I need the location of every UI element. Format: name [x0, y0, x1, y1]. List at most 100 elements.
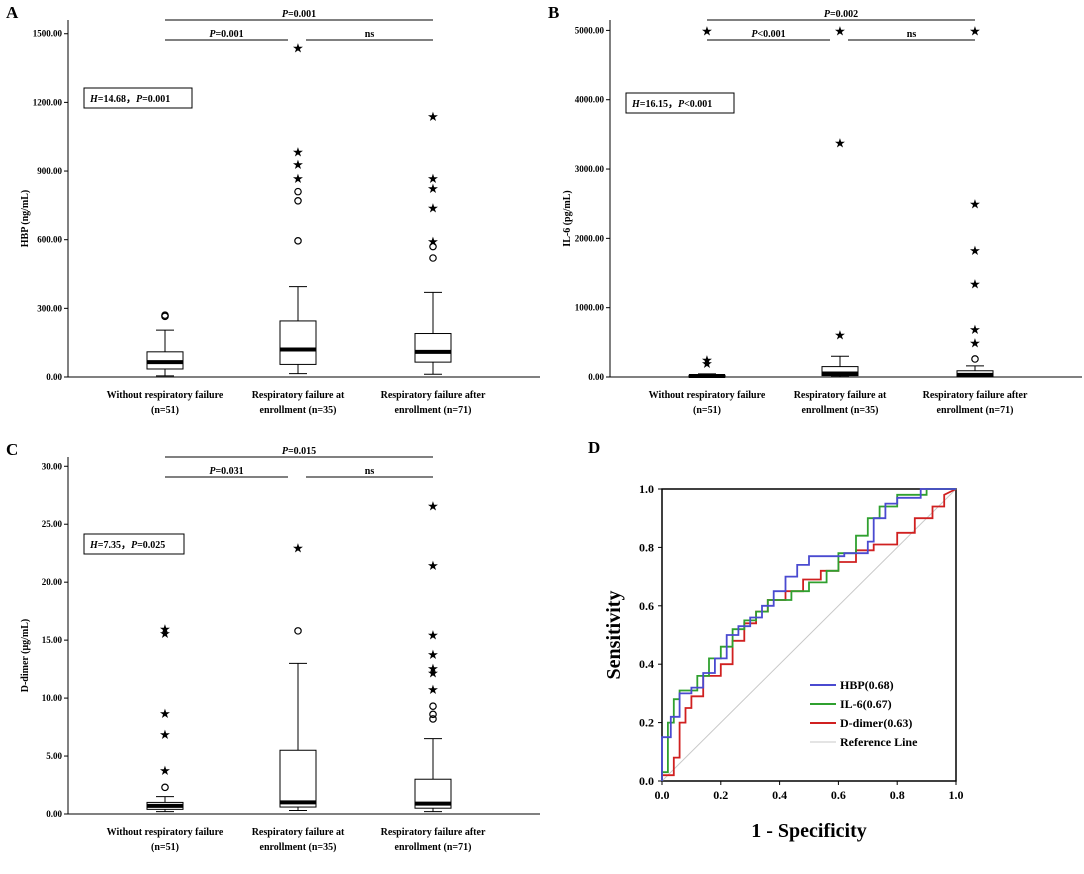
outlier-star: ★ [427, 499, 439, 514]
outlier-star: ★ [427, 201, 439, 216]
x-tick-label: 0.4 [772, 788, 787, 802]
outlier-star: ★ [701, 23, 713, 38]
y-tick-label: 0.8 [639, 540, 654, 554]
box-iqr [279, 320, 317, 365]
outlier-star: ★ [427, 666, 439, 681]
significance-p-symbol: P [824, 9, 831, 20]
y-tick-label: 0.0 [639, 774, 654, 788]
y-tick-label: 10.00 [42, 693, 63, 703]
outlier-star: ★ [427, 627, 439, 642]
x-tick-label: 0.0 [655, 788, 670, 802]
roc-series-line-hbp [661, 488, 956, 781]
stat-h-symbol: H [89, 94, 99, 105]
y-tick-label: 0.6 [639, 599, 654, 613]
significance-label: P=0.001 [282, 9, 316, 20]
significance-label: P=0.015 [282, 446, 316, 457]
x-category-label: enrollment (n=71) [395, 842, 472, 853]
outlier-star: ★ [427, 109, 439, 124]
stat-p-symbol: P [136, 94, 143, 105]
y-tick-label: 0.00 [46, 372, 62, 382]
outlier-circle [971, 355, 979, 363]
outlier-circle [429, 710, 437, 719]
significance-value: =0.001 [288, 9, 316, 20]
y-axis-title: IL-6 (pg/mL) [562, 190, 573, 246]
stat-h-value: =14.68， [98, 94, 136, 105]
y-tick-label: 600.00 [37, 235, 62, 245]
significance-value: =0.015 [288, 446, 316, 457]
outlier-star: ★ [834, 328, 846, 343]
outlier-star: ★ [292, 157, 304, 172]
significance-value: <0.001 [757, 29, 785, 40]
box-iqr [279, 749, 317, 808]
outlier-circle [294, 627, 302, 635]
stat-p-value: <0.001 [684, 99, 712, 110]
significance-label: ns [365, 29, 375, 40]
y-tick-label: 25.00 [42, 519, 63, 529]
significance-value: =0.031 [215, 466, 243, 477]
legend-label: IL-6(0.67) [840, 697, 892, 711]
outlier-star: ★ [701, 353, 713, 368]
x-category-label: enrollment (n=35) [802, 405, 879, 416]
stat-p-symbol: P [131, 540, 138, 551]
outlier-star: ★ [427, 682, 439, 697]
y-tick-label: 0.00 [588, 372, 604, 382]
outlier-star: ★ [969, 322, 981, 337]
significance-label: ns [365, 466, 375, 477]
stat-p-symbol: P [678, 99, 685, 110]
significance-label: P<0.001 [751, 29, 785, 40]
outlier-star: ★ [159, 763, 171, 778]
x-axis-title: 1 - Specificity [751, 820, 867, 842]
panel-letter: A [6, 3, 19, 22]
panel-letter: D [588, 438, 600, 457]
significance-value: ns [365, 466, 375, 477]
x-tick-label: 0.8 [890, 788, 905, 802]
significance-p-symbol: P [751, 29, 758, 40]
outlier-circle [294, 196, 302, 205]
x-category-label: enrollment (n=35) [260, 842, 337, 853]
y-tick-label: 900.00 [37, 166, 62, 176]
stat-p-value: =0.001 [142, 94, 170, 105]
y-tick-label: 15.00 [42, 635, 63, 645]
significance-label: P=0.001 [209, 29, 243, 40]
outlier-star: ★ [292, 145, 304, 160]
outlier-star: ★ [834, 136, 846, 151]
significance-value: =0.002 [830, 9, 858, 20]
stat-box [625, 92, 735, 114]
outlier-star: ★ [159, 622, 171, 637]
stat-h-symbol: H [89, 540, 99, 551]
stat-text: H=7.35，P=0.025 [89, 540, 165, 551]
outlier-star: ★ [292, 540, 304, 555]
significance-value: ns [907, 29, 917, 40]
x-category-label: enrollment (n=71) [937, 405, 1014, 416]
stat-box [83, 533, 185, 555]
significance-label: P=0.031 [209, 466, 243, 477]
x-category-label: Respiratory failure at [794, 390, 887, 401]
outlier-star: ★ [969, 243, 981, 258]
x-category-label: enrollment (n=35) [260, 405, 337, 416]
stat-h-value: =7.35， [98, 540, 131, 551]
outlier-star: ★ [427, 181, 439, 196]
outlier-circle [429, 254, 437, 262]
stat-p-value: =0.025 [137, 540, 165, 551]
y-tick-label: 1200.00 [33, 97, 63, 107]
outlier-star: ★ [969, 23, 981, 38]
x-category-label: (n=51) [693, 405, 721, 416]
x-tick-label: 1.0 [949, 788, 964, 802]
box-iqr [414, 333, 452, 363]
outlier-star: ★ [969, 276, 981, 291]
box-plot-ddimer: C 0.00 5.00 10.00 15.00 20.00 25.00 30.00 D-dime… [6, 440, 540, 853]
outlier-star: ★ [427, 647, 439, 662]
y-axis-title: HBP (ng/mL) [20, 190, 31, 248]
y-tick-label: 0.00 [46, 809, 62, 819]
x-category-label: Respiratory failure after [381, 827, 486, 838]
y-tick-label: 1500.00 [33, 29, 63, 39]
outlier-star: ★ [834, 23, 846, 38]
outlier-circle [161, 311, 169, 320]
outlier-star: ★ [292, 40, 304, 55]
x-category-label: Respiratory failure after [923, 390, 1028, 401]
significance-value: ns [365, 29, 375, 40]
y-axis-title: Sensitivity [603, 591, 625, 680]
stat-box [83, 87, 193, 109]
x-category-label: (n=51) [151, 842, 179, 853]
outlier-star: ★ [292, 171, 304, 186]
